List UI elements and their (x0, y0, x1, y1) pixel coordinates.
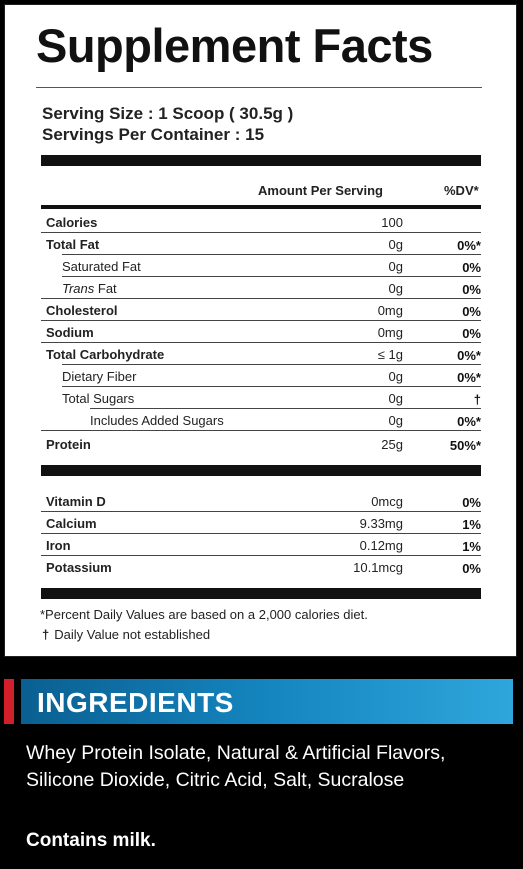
nutrient-row-sodium: Sodium 0mg 0% (41, 321, 481, 343)
nutrient-name: Dietary Fiber (62, 369, 137, 384)
nutrient-dv: 1% (462, 517, 481, 532)
nutrient-row-calcium: Calcium 9.33mg 1% (41, 512, 481, 534)
row-divider (41, 232, 481, 233)
ingredients-heading: INGREDIENTS (37, 687, 234, 718)
nutrient-row-total-fat: Total Fat 0g 0%* (41, 233, 481, 255)
nutrient-row-protein: Protein 25g 50%* (41, 433, 481, 455)
nutrient-dv: 50%* (449, 438, 481, 453)
amount-per-serving-header: Amount Per Serving (258, 183, 383, 198)
nutrient-row-iron: Iron 0.12mg 1% (41, 534, 481, 556)
dagger-footnote-text: Daily Value not established (54, 627, 211, 642)
daily-value-header: %DV* (444, 183, 479, 198)
nutrient-amount: 0.12mg (359, 538, 403, 553)
nutrient-amount: 0g (388, 413, 403, 428)
nutrient-dv: 0%* (457, 414, 481, 429)
nutrient-name: Sodium (46, 325, 94, 340)
nutrient-dv: 0% (462, 561, 481, 576)
nutrient-name: Cholesterol (46, 303, 118, 318)
trans-rest: Fat (94, 281, 117, 296)
nutrient-amount: 9.33mg (359, 516, 403, 531)
nutrient-row-total-sugars: Total Sugars 0g † (41, 387, 481, 409)
dagger-footnote: † Daily Value not established (42, 627, 210, 642)
nutrient-dv: † (473, 392, 481, 407)
thick-divider-middle (41, 465, 481, 476)
nutrient-dv: 0% (462, 260, 481, 275)
supplement-facts-panel (4, 4, 517, 657)
row-divider (62, 386, 481, 387)
title-divider (36, 87, 482, 88)
nutrient-name: Total Carbohydrate (46, 347, 165, 362)
nutrient-name: Total Fat (46, 237, 100, 252)
row-divider (41, 555, 481, 556)
row-divider (90, 408, 481, 409)
row-divider (41, 511, 481, 512)
dagger-symbol: † (42, 627, 50, 642)
nutrient-row-vitamin-d: Vitamin D 0mcg 0% (41, 490, 481, 512)
row-divider (41, 342, 481, 343)
row-divider (41, 430, 481, 431)
nutrient-name: Calcium (46, 516, 97, 531)
nutrient-amount: 100 (381, 215, 403, 230)
nutrient-dv: 0% (462, 282, 481, 297)
nutrient-amount: ≤ 1g (377, 347, 403, 362)
nutrient-dv: 0% (462, 495, 481, 510)
nutrient-amount: 0g (388, 259, 403, 274)
nutrient-row-total-carbohydrate: Total Carbohydrate ≤ 1g 0%* (41, 343, 481, 365)
row-divider (41, 320, 481, 321)
nutrient-dv: 0% (462, 326, 481, 341)
nutrient-amount: 0g (388, 369, 403, 384)
trans-italic: Trans (62, 281, 95, 296)
nutrient-amount: 0g (388, 391, 403, 406)
ingredients-red-accent (4, 679, 14, 724)
nutrient-amount: 0g (388, 281, 403, 296)
ingredients-list: Whey Protein Isolate, Natural & Artifici… (26, 742, 446, 791)
nutrient-amount: 0mcg (371, 494, 403, 509)
header-divider (41, 205, 481, 209)
nutrient-dv: 0%* (457, 348, 481, 363)
nutrient-row-saturated-fat: Saturated Fat 0g 0% (41, 255, 481, 277)
allergen-statement: Contains milk. (26, 830, 156, 851)
nutrient-dv: 0% (462, 304, 481, 319)
servings-per-container: Servings Per Container : 15 (42, 125, 265, 144)
nutrient-name: Potassium (46, 560, 112, 575)
nutrient-name: Calories (46, 215, 98, 230)
nutrient-row-calories: Calories 100 (41, 211, 481, 233)
daily-value-footnote: *Percent Daily Values are based on a 2,0… (40, 607, 368, 622)
nutrient-amount: 0mg (377, 303, 403, 318)
nutrient-row-potassium: Potassium 10.1mcg 0% (41, 556, 481, 578)
row-divider (62, 276, 481, 277)
nutrient-name: Trans Fat (62, 281, 117, 296)
nutrient-row-dietary-fiber: Dietary Fiber 0g 0%* (41, 365, 481, 387)
nutrient-amount: 25g (381, 437, 403, 452)
nutrient-name: Protein (46, 437, 91, 452)
nutrient-amount: 0g (388, 237, 403, 252)
nutrient-dv: 0%* (457, 370, 481, 385)
nutrient-name: Iron (46, 538, 71, 553)
row-divider (41, 533, 481, 534)
nutrient-dv: 1% (462, 539, 481, 554)
nutrient-row-added-sugars: Includes Added Sugars 0g 0%* (41, 409, 481, 431)
row-divider (62, 364, 481, 365)
row-divider (41, 298, 481, 299)
thick-divider-bottom (41, 588, 481, 599)
nutrient-name: Vitamin D (46, 494, 106, 509)
thick-divider-top (41, 155, 481, 166)
row-divider (62, 254, 481, 255)
ingredients-heading-band: INGREDIENTS (21, 679, 513, 724)
nutrient-dv: 0%* (457, 238, 481, 253)
nutrient-name: Includes Added Sugars (90, 413, 224, 428)
nutrient-name: Saturated Fat (62, 259, 141, 274)
page-title: Supplement Facts (36, 19, 433, 72)
serving-size: Serving Size : 1 Scoop ( 30.5g ) (42, 104, 294, 123)
nutrient-name: Total Sugars (62, 391, 135, 406)
nutrient-amount: 10.1mcg (353, 560, 403, 575)
nutrient-amount: 0mg (377, 325, 403, 340)
nutrient-row-trans-fat: Trans Fat 0g 0% (41, 277, 481, 299)
nutrient-row-cholesterol: Cholesterol 0mg 0% (41, 299, 481, 321)
